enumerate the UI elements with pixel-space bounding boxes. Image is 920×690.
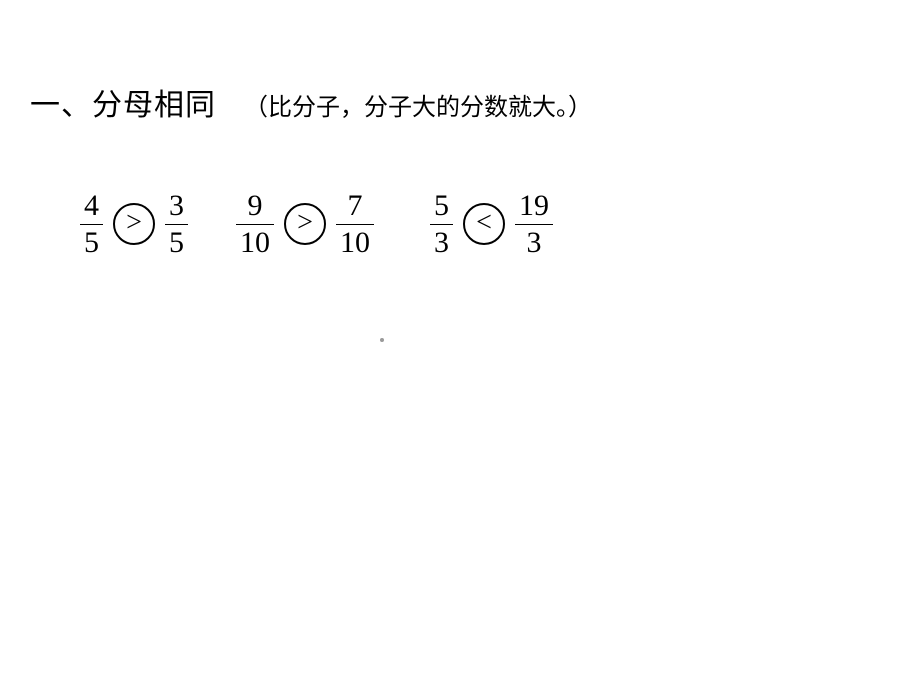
operator: > (297, 209, 313, 237)
heading-row: 一、分母相同 （比分子，分子大的分数就大。） (30, 80, 592, 124)
denominator: 10 (336, 227, 374, 259)
numerator: 3 (165, 190, 188, 222)
numerator: 9 (244, 190, 267, 222)
heading-note: （比分子，分子大的分数就大。） (244, 87, 592, 122)
fraction-bar (236, 224, 274, 225)
fraction-bar (430, 224, 453, 225)
operator-circle: > (284, 203, 326, 245)
fraction-2-right: 7 10 (336, 190, 374, 258)
fraction-1-right: 3 5 (165, 190, 188, 258)
numerator: 4 (80, 190, 103, 222)
denominator: 10 (236, 227, 274, 259)
fraction-bar (515, 224, 553, 225)
numerator: 7 (344, 190, 367, 222)
footer-dot (380, 338, 384, 342)
comparison-1: 4 5 > 3 5 (80, 190, 188, 258)
fraction-bar (336, 224, 374, 225)
denominator: 3 (523, 227, 546, 259)
operator-circle: > (113, 203, 155, 245)
fraction-3-right: 19 3 (515, 190, 553, 258)
comparisons-row: 4 5 > 3 5 9 10 > 7 10 5 (80, 190, 553, 258)
fraction-bar (165, 224, 188, 225)
comparison-2: 9 10 > 7 10 (236, 190, 374, 258)
operator: < (476, 209, 492, 237)
operator-circle: < (463, 203, 505, 245)
fraction-1-left: 4 5 (80, 190, 103, 258)
denominator: 5 (165, 227, 188, 259)
numerator: 5 (430, 190, 453, 222)
fraction-3-left: 5 3 (430, 190, 453, 258)
comparison-3: 5 3 < 19 3 (430, 190, 553, 258)
operator: > (126, 209, 142, 237)
heading-main: 一、分母相同 (30, 80, 216, 124)
denominator: 5 (80, 227, 103, 259)
fraction-2-left: 9 10 (236, 190, 274, 258)
numerator: 19 (515, 190, 553, 222)
fraction-bar (80, 224, 103, 225)
denominator: 3 (430, 227, 453, 259)
